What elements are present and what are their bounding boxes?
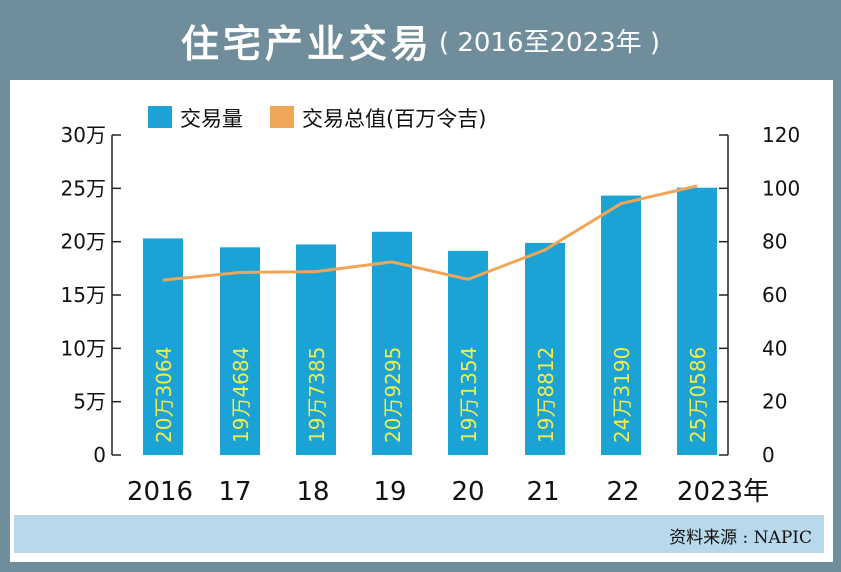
value-line xyxy=(162,184,698,282)
bar-21 xyxy=(525,242,565,455)
value-label: 94.28 xyxy=(611,133,633,187)
volume-label: 19万1354 xyxy=(457,347,481,443)
source-footer: 资料来源 : NAPIC xyxy=(14,515,824,553)
volume-label: 20万3064 xyxy=(152,347,176,443)
right-axis-tick-label: 120 xyxy=(762,123,800,147)
source-text: 资料来源 : NAPIC xyxy=(669,528,812,548)
bar-2023年 xyxy=(677,187,717,456)
value-label: 100.9 xyxy=(687,125,709,179)
right-axis-tick-label: 80 xyxy=(762,230,787,254)
x-axis-tick-label: 22 xyxy=(606,477,639,507)
value-label: 68.75 xyxy=(306,182,328,236)
volume-label: 20万9295 xyxy=(381,347,405,443)
left-axis-tick-label: 20万 xyxy=(61,230,106,254)
volume-label: 25万0586 xyxy=(686,347,710,443)
chart-subtitle: ( 2016至2023年 ) xyxy=(438,27,661,58)
chart-title-bar: 住宅产业交易 ( 2016至2023年 ) xyxy=(0,0,841,80)
volume-label: 19万8812 xyxy=(534,347,558,443)
combo-chart: 0 5万 10万 15万 20万 25万 30万 0 20 40 60 80 100 120 65.57 68… xyxy=(61,106,800,507)
bar-22 xyxy=(601,195,641,455)
left-axis-tick-label: 5万 xyxy=(73,390,106,414)
x-axis-tick-label: 20 xyxy=(451,477,484,507)
bar-2016 xyxy=(143,238,183,455)
x-axis-tick-label: 17 xyxy=(218,477,251,507)
legend-label-bar: 交易量 xyxy=(180,107,243,131)
bar-18 xyxy=(296,244,336,455)
value-label: 65.87 xyxy=(458,188,480,242)
volume-label: 19万7385 xyxy=(305,347,329,443)
right-axis-tick-label: 0 xyxy=(762,443,775,467)
bar-17 xyxy=(220,247,260,455)
left-axis-tick-label: 25万 xyxy=(61,176,106,200)
left-axis-tick-label: 0 xyxy=(93,443,106,467)
legend-label-line: 交易总值(百万令吉) xyxy=(302,107,486,131)
right-axis-tick-label: 40 xyxy=(762,336,787,360)
right-axis-tick-label: 20 xyxy=(762,390,787,414)
x-axis-tick-label: 2023年 xyxy=(677,477,769,507)
legend-swatch-line xyxy=(270,106,294,128)
volume-label: 19万4684 xyxy=(229,347,253,443)
value-label: 68.46 xyxy=(230,185,252,239)
x-axis-tick-label: 19 xyxy=(373,477,406,507)
value-label: 76.90 xyxy=(535,181,557,235)
left-axis-tick-label: 15万 xyxy=(61,283,106,307)
left-axis-tick-label: 30万 xyxy=(61,123,106,147)
x-axis-tick-label: 18 xyxy=(296,477,329,507)
x-axis-tick-label: 2016 xyxy=(127,477,193,507)
x-axis-tick-label: 21 xyxy=(526,477,559,507)
legend-swatch-bar xyxy=(148,106,172,128)
right-axis-tick-label: 100 xyxy=(762,176,800,200)
chart-title: 住宅产业交易 xyxy=(180,21,433,66)
volume-label: 24万3190 xyxy=(610,347,634,443)
value-label: 72.41 xyxy=(382,169,404,223)
value-label: 65.57 xyxy=(153,176,175,230)
bar-20 xyxy=(448,250,488,455)
bar-19 xyxy=(372,231,412,455)
left-axis-tick-label: 10万 xyxy=(61,336,106,360)
right-axis-tick-label: 60 xyxy=(762,283,787,307)
